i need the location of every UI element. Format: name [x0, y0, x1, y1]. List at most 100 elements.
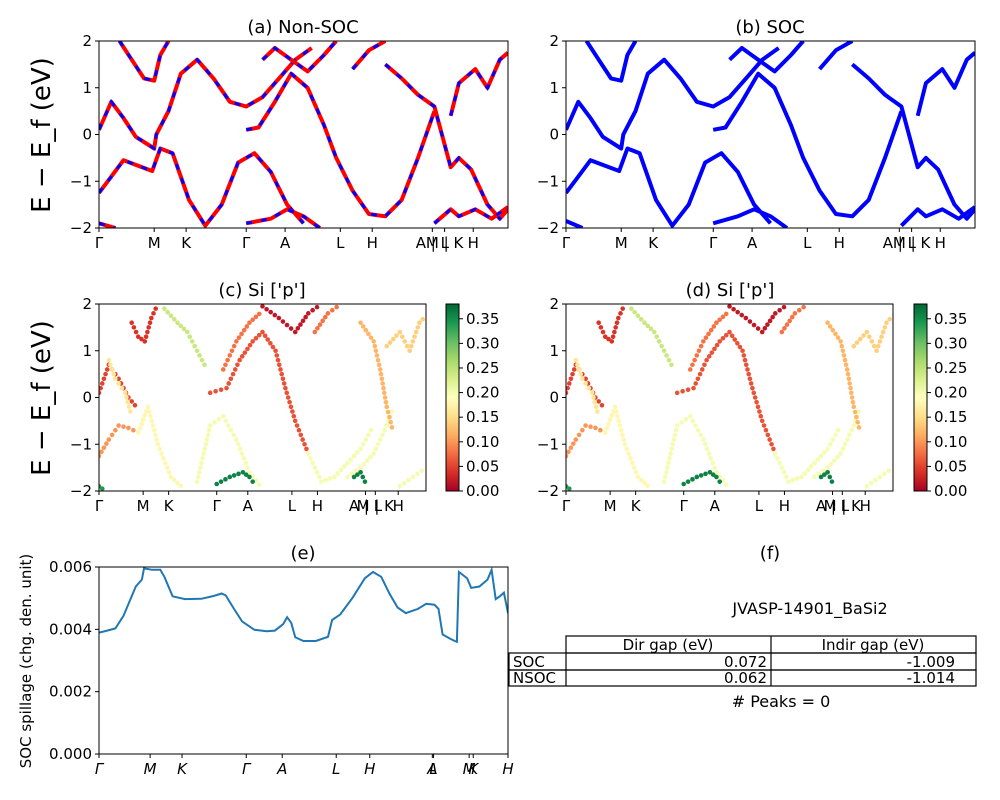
band-point	[375, 357, 381, 363]
band-point	[727, 329, 732, 335]
band-point	[224, 385, 229, 391]
band-line	[566, 46, 780, 151]
table-row-nsoc-indir: -1.014	[907, 669, 955, 687]
y-tick-label: −2	[70, 482, 92, 500]
panel-a-title: (a) Non-SOC	[247, 17, 358, 38]
band-point	[250, 317, 255, 323]
band-point	[827, 441, 833, 447]
band-point	[310, 460, 315, 466]
band-point	[777, 307, 782, 313]
band-point	[373, 446, 379, 452]
band-point	[364, 458, 370, 463]
band-point	[751, 322, 757, 328]
band-point	[149, 315, 154, 321]
band-point	[583, 381, 588, 386]
x-tick-label: L	[803, 234, 812, 252]
band-point	[720, 314, 726, 320]
band-point	[839, 343, 845, 349]
band-point	[698, 343, 704, 349]
colorbar-tick-label: 0.00	[466, 482, 499, 500]
band-point	[765, 322, 770, 327]
band-point	[383, 399, 389, 405]
band-point	[796, 307, 802, 313]
band-point	[717, 479, 722, 484]
band-point	[856, 425, 862, 430]
band-point	[576, 367, 582, 372]
band-point	[377, 367, 383, 372]
panel-e-ylabel: SOC spillage (chg. den. unit)	[17, 554, 35, 769]
band-point	[869, 339, 875, 344]
panel-c-ylabel: E − E_f (eV)	[27, 320, 57, 476]
band-point	[363, 437, 369, 442]
band-point	[140, 417, 146, 423]
x-tick-label: H	[935, 234, 946, 252]
band-point	[714, 342, 720, 348]
band-point	[864, 329, 870, 335]
band-point	[854, 414, 859, 420]
band-line-dashed	[245, 71, 436, 218]
band-point	[695, 376, 701, 382]
band-point	[218, 479, 224, 484]
band-point	[692, 357, 697, 363]
x-tick-label: M | K	[426, 234, 465, 252]
y-tick-label: 0.006	[49, 558, 92, 576]
y-tick-label: −2	[537, 219, 559, 237]
plot-frame	[98, 303, 427, 492]
band-point	[573, 437, 579, 442]
band-point	[99, 449, 104, 455]
band-point	[767, 437, 772, 442]
band-point	[583, 376, 588, 382]
band-point	[695, 427, 701, 433]
band-point	[129, 399, 134, 404]
band-point	[779, 329, 785, 335]
band-point	[877, 474, 883, 480]
band-point	[790, 477, 796, 483]
band-point	[229, 348, 235, 354]
band-point	[374, 353, 380, 358]
band-point	[175, 320, 180, 326]
band-point	[687, 367, 693, 372]
y-tick-label: 0	[82, 389, 92, 407]
band-point	[139, 421, 144, 427]
band-point	[699, 367, 705, 372]
band-point	[241, 455, 247, 461]
band-point	[631, 465, 637, 470]
band-point	[576, 432, 582, 438]
band-line	[117, 41, 171, 83]
band-point	[373, 348, 379, 354]
band-point	[338, 467, 344, 473]
band-point	[782, 326, 787, 331]
band-point	[697, 371, 703, 377]
band-point	[789, 314, 795, 320]
band-point	[166, 470, 172, 475]
band-point	[624, 446, 630, 452]
band-line-dashed	[99, 221, 116, 228]
band-point	[227, 474, 233, 480]
band-point	[616, 315, 621, 321]
band-point	[410, 474, 416, 480]
band-point	[591, 395, 596, 400]
band-point	[598, 325, 604, 330]
band-point	[256, 311, 262, 317]
band-point	[799, 474, 804, 480]
band-point	[666, 357, 672, 363]
band-point	[829, 479, 835, 484]
band-point	[366, 432, 371, 438]
band-point	[197, 353, 202, 358]
band-point	[620, 306, 625, 311]
band-line	[99, 146, 306, 228]
band-point	[320, 318, 325, 324]
band-point	[609, 413, 615, 418]
band-point	[607, 417, 613, 423]
band-point	[232, 367, 238, 372]
band-point	[401, 480, 407, 486]
band-point	[802, 471, 808, 476]
band-point	[294, 423, 300, 428]
band-point	[375, 441, 381, 447]
x-tick-label: L	[332, 760, 340, 778]
x-tick-label: A	[747, 234, 758, 252]
band-point	[239, 451, 245, 456]
band-line	[566, 146, 773, 228]
band-point	[242, 350, 248, 355]
